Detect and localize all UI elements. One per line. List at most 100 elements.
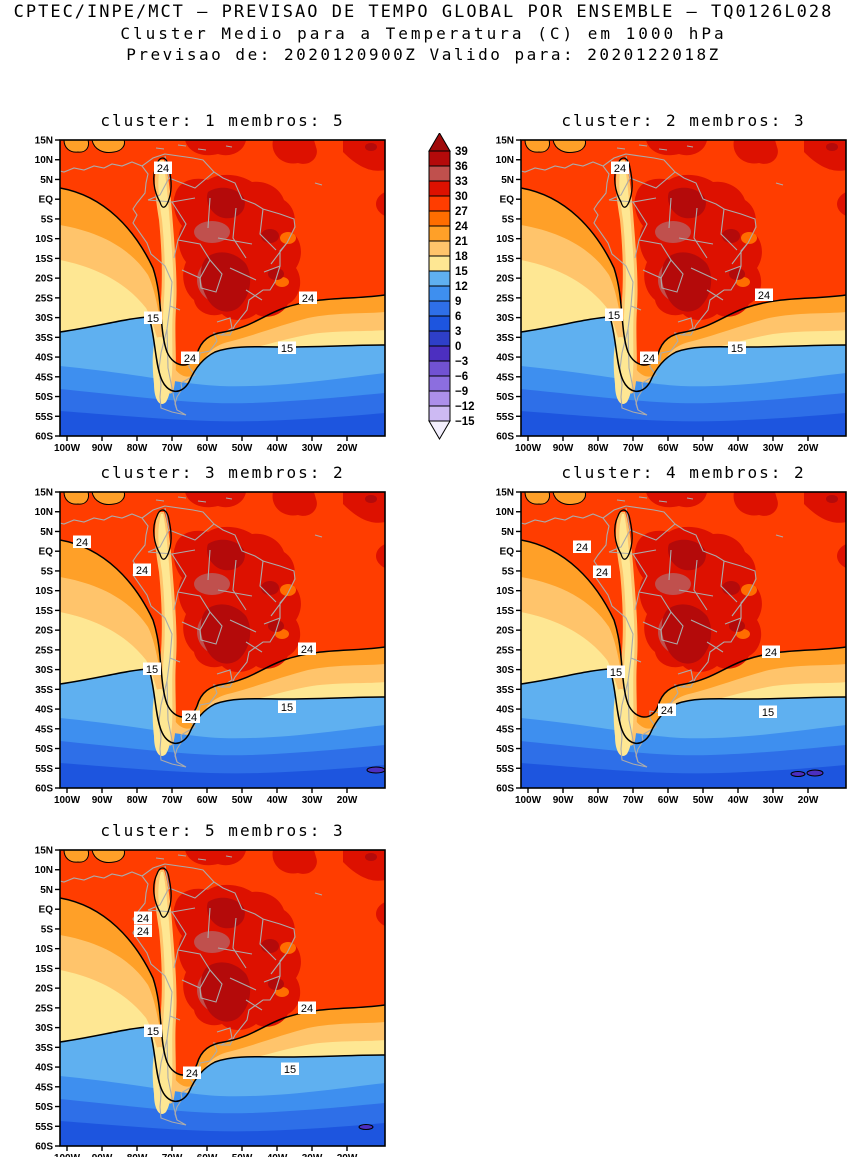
svg-text:60S: 60S (35, 432, 53, 443)
svg-text:50W: 50W (693, 795, 714, 806)
map-cluster-4: 24 24 24 15 15 24 15N 10N 5N EQ 5S 10S 15S 20S 25S 30S 3… (496, 488, 847, 806)
axes-layer: 15N 10N 5N EQ 5S 10S 15S 20S 25S 30S 35S 40S 45S 50S 5… (35, 136, 386, 454)
filled-contours-layer (60, 850, 385, 1146)
contour-label: 24 (182, 710, 200, 724)
svg-text:24: 24 (301, 1003, 313, 1015)
contour-label: 15 (278, 700, 296, 714)
svg-text:30S: 30S (35, 313, 53, 324)
svg-text:25S: 25S (35, 1003, 53, 1014)
svg-text:24: 24 (76, 537, 88, 549)
cluster-panel-2: cluster: 2 membros: 3 24 24 15 15 24 15N 10N 5N… (496, 111, 847, 454)
svg-text:20S: 20S (35, 274, 53, 285)
svg-text:25S: 25S (35, 645, 53, 656)
svg-text:40S: 40S (496, 705, 514, 716)
colorbar-tick-label: 3 (455, 326, 461, 338)
colorbar-tick-label: 36 (455, 161, 468, 173)
svg-text:70W: 70W (162, 443, 183, 454)
svg-text:24: 24 (765, 647, 777, 659)
svg-text:30S: 30S (496, 313, 514, 324)
svg-text:10S: 10S (496, 234, 514, 245)
svg-text:24: 24 (596, 567, 608, 579)
svg-text:15: 15 (762, 707, 774, 719)
contour-label: 15 (281, 1062, 299, 1076)
svg-text:10N: 10N (35, 155, 53, 166)
svg-text:30W: 30W (763, 443, 784, 454)
contour-label: 24 (658, 703, 676, 717)
svg-text:20W: 20W (337, 443, 358, 454)
svg-text:35S: 35S (35, 1043, 53, 1054)
svg-text:15N: 15N (35, 846, 53, 857)
svg-text:100W: 100W (54, 1153, 81, 1157)
map-cluster-2: 24 24 15 15 24 15N 10N 5N EQ 5S 10S 15S 20S 25S 30S 35S… (496, 136, 847, 454)
panel-title-3: cluster: 3 membros: 2 (100, 463, 345, 482)
contour-label: 15 (759, 705, 777, 719)
cluster-panel-5: cluster: 5 membros: 3 24 24 24 15 15 24 15N 10N… (35, 821, 386, 1157)
svg-text:30W: 30W (302, 795, 323, 806)
axes-layer: 15N 10N 5N EQ 5S 10S 15S 20S 25S 30S 35S 40S 45S 50S 5… (35, 846, 386, 1157)
svg-text:50W: 50W (232, 795, 253, 806)
svg-text:EQ: EQ (39, 547, 54, 558)
coastline-layer (60, 854, 323, 1126)
coastline-layer (521, 496, 784, 768)
coastline-layer (60, 144, 323, 416)
svg-text:24: 24 (643, 353, 655, 365)
main-title: CPTEC/INPE/MCT – PREVISAO DE TEMPO GLOBA… (13, 2, 834, 22)
svg-text:25S: 25S (496, 293, 514, 304)
svg-text:55S: 55S (35, 764, 53, 775)
forecast-times: Previsao de: 2020120900Z Valido para: 20… (126, 45, 721, 64)
contour-label: 24 (134, 924, 152, 938)
map-cluster-1: 24 24 15 15 24 15N 10N 5N EQ 5S 10S 15S 20S 25S 30S 35S… (35, 136, 386, 454)
svg-text:100W: 100W (54, 443, 81, 454)
filled-contours-layer (60, 140, 385, 436)
svg-text:45S: 45S (35, 372, 53, 383)
colorbar-tick-label: 15 (455, 266, 468, 278)
svg-text:90W: 90W (92, 1153, 113, 1157)
contour-label: 15 (607, 665, 625, 679)
map-cluster-3: 24 24 24 15 15 24 15N 10N 5N EQ 5S 10S 15S 20S 25S 30S 3… (35, 488, 386, 806)
colorbar-tick-label: 33 (455, 176, 468, 188)
svg-text:30S: 30S (496, 665, 514, 676)
svg-text:80W: 80W (127, 795, 148, 806)
svg-text:15N: 15N (496, 136, 514, 147)
svg-text:EQ: EQ (500, 195, 515, 206)
svg-text:70W: 70W (162, 1153, 183, 1157)
svg-text:15S: 15S (496, 606, 514, 617)
contour-label: 24 (181, 351, 199, 365)
map-root: 24242415152415N10N5NEQ5S10S15S20S25S30S3… (35, 846, 386, 1157)
svg-text:45S: 45S (496, 724, 514, 735)
filled-contours-layer (521, 140, 846, 436)
map-root: 24 24 15 15 24 15N 10N 5N EQ 5S 10S 15S 20S 25S 30S 35S… (35, 136, 386, 454)
contour-label: 24 (611, 161, 629, 175)
filled-contours-layer (60, 492, 385, 788)
svg-text:45S: 45S (496, 372, 514, 383)
svg-text:80W: 80W (127, 1153, 148, 1157)
svg-text:24: 24 (136, 565, 148, 577)
contour-label: 15 (728, 341, 746, 355)
filled-contours-layer (521, 492, 846, 788)
colorbar-tick-label: 12 (455, 281, 468, 293)
svg-text:100W: 100W (515, 795, 542, 806)
colorbar-tick-label: −3 (455, 356, 468, 368)
svg-text:50S: 50S (35, 744, 53, 755)
svg-text:15: 15 (147, 313, 159, 325)
svg-text:30W: 30W (302, 1153, 323, 1157)
svg-text:EQ: EQ (39, 905, 54, 916)
svg-text:10S: 10S (35, 234, 53, 245)
svg-text:60W: 60W (197, 1153, 218, 1157)
svg-text:15: 15 (146, 664, 158, 676)
svg-text:24: 24 (184, 353, 196, 365)
svg-text:90W: 90W (553, 795, 574, 806)
svg-text:15: 15 (281, 343, 293, 355)
svg-text:40W: 40W (728, 795, 749, 806)
coastline-layer (521, 144, 784, 416)
svg-text:20W: 20W (798, 443, 819, 454)
contour-labels-layer: 24 24 24 15 15 24 (73, 535, 316, 724)
svg-text:10N: 10N (496, 155, 514, 166)
svg-text:40W: 40W (267, 1153, 288, 1157)
svg-text:60W: 60W (197, 443, 218, 454)
svg-text:60W: 60W (197, 795, 218, 806)
cluster-panel-4: cluster: 4 membros: 2 24 24 24 15 15 24 15N 10N… (496, 463, 847, 806)
svg-text:30W: 30W (763, 795, 784, 806)
